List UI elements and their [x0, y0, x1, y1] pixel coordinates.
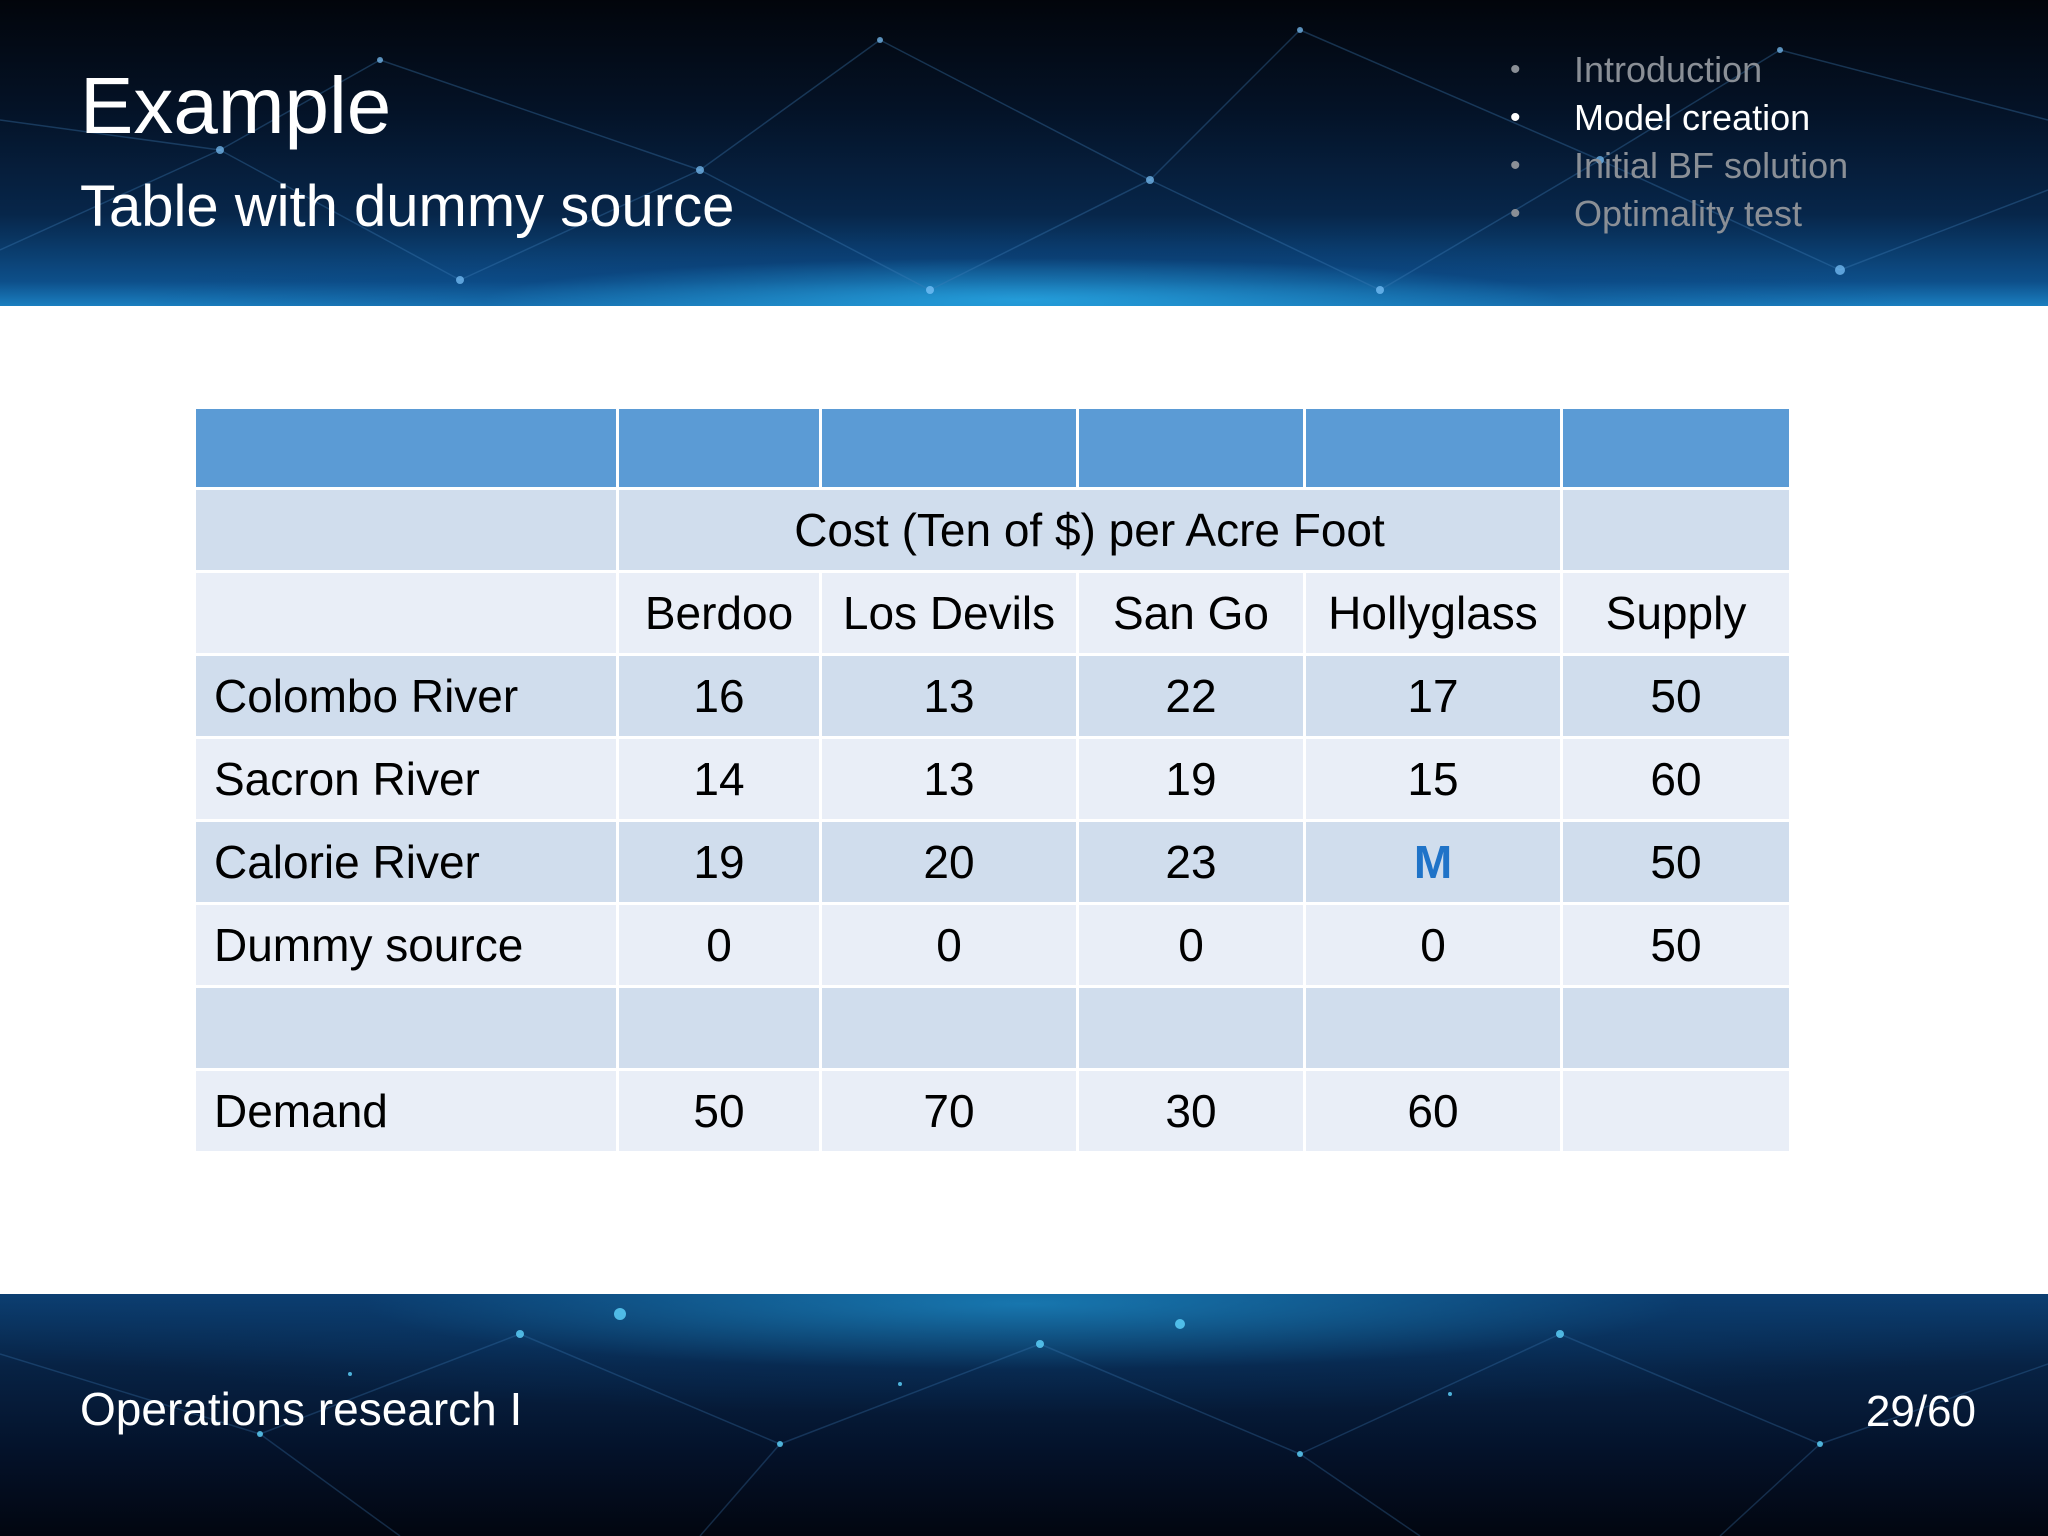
table-cell: 70 — [822, 1071, 1076, 1151]
table-header-row — [196, 409, 1789, 487]
slide-title: Example — [80, 61, 392, 150]
table-row: Dummy source 0 0 0 0 50 — [196, 905, 1789, 985]
column-header-hollyglass: Hollyglass — [1306, 573, 1560, 653]
table-cell — [196, 573, 616, 653]
table-cell — [1306, 409, 1560, 487]
table-cell: 50 — [1563, 656, 1789, 736]
table-cell: 14 — [619, 739, 819, 819]
nav-item-introduction[interactable]: • Introduction — [1510, 46, 1848, 94]
table-cell — [196, 409, 616, 487]
row-label: Calorie River — [196, 822, 616, 902]
table-cell: 0 — [822, 905, 1076, 985]
table-spacer-row — [196, 988, 1789, 1068]
table-cell: 15 — [1306, 739, 1560, 819]
section-nav: • Introduction • Model creation • Initia… — [1510, 46, 1848, 238]
table-cell — [822, 409, 1076, 487]
table-cell — [619, 988, 819, 1068]
column-header-supply: Supply — [1563, 573, 1789, 653]
table-cell — [619, 409, 819, 487]
table-cell: 16 — [619, 656, 819, 736]
table-cell: 13 — [822, 656, 1076, 736]
big-m-cell: M — [1306, 822, 1560, 902]
table-cell — [196, 988, 616, 1068]
table-cell: 60 — [1563, 739, 1789, 819]
table-cell: 22 — [1079, 656, 1303, 736]
table-cell: 50 — [619, 1071, 819, 1151]
table-cell: 0 — [1079, 905, 1303, 985]
row-label: Dummy source — [196, 905, 616, 985]
header-banner: Example Table with dummy source • Introd… — [0, 0, 2048, 306]
table-cell: 30 — [1079, 1071, 1303, 1151]
nav-item-label: Model creation — [1574, 97, 1811, 138]
table-cell: 20 — [822, 822, 1076, 902]
network-background-graphic — [0, 27, 2048, 294]
bullet-icon: • — [1510, 101, 1521, 134]
table-cell — [1306, 988, 1560, 1068]
table-cell — [196, 490, 616, 570]
table-row: Sacron River 14 13 19 15 60 — [196, 739, 1789, 819]
bullet-icon: • — [1510, 197, 1521, 230]
course-name: Operations research I — [80, 1383, 523, 1435]
table-cell: 23 — [1079, 822, 1303, 902]
table-cell — [1079, 409, 1303, 487]
bullet-icon: • — [1510, 53, 1521, 86]
column-header-san-go: San Go — [1079, 573, 1303, 653]
cost-table: Cost (Ten of $) per Acre Foot Berdoo Los… — [193, 406, 1792, 1154]
table-row: Colombo River 16 13 22 17 50 — [196, 656, 1789, 736]
table-cell: 0 — [1306, 905, 1560, 985]
table-cell — [1563, 988, 1789, 1068]
row-label: Sacron River — [196, 739, 616, 819]
table-cell: 19 — [619, 822, 819, 902]
table-cell: 50 — [1563, 822, 1789, 902]
table-group-header-row: Cost (Ten of $) per Acre Foot — [196, 490, 1789, 570]
slide-subtitle: Table with dummy source — [80, 174, 735, 239]
table-cell: 13 — [822, 739, 1076, 819]
nav-item-label: Introduction — [1574, 49, 1763, 90]
nav-item-optimality-test[interactable]: • Optimality test — [1510, 190, 1848, 238]
table-column-header-row: Berdoo Los Devils San Go Hollyglass Supp… — [196, 573, 1789, 653]
row-label: Colombo River — [196, 656, 616, 736]
column-header-berdoo: Berdoo — [619, 573, 819, 653]
table-row: Calorie River 19 20 23 M 50 — [196, 822, 1789, 902]
table-cell: 60 — [1306, 1071, 1560, 1151]
table-cell: 17 — [1306, 656, 1560, 736]
nav-item-label: Initial BF solution — [1574, 145, 1849, 186]
table-cell — [1563, 1071, 1789, 1151]
city-lights-background-graphic — [0, 1308, 2048, 1536]
table-cell — [1563, 409, 1789, 487]
row-label: Demand — [196, 1071, 616, 1151]
nav-item-label: Optimality test — [1574, 193, 1803, 234]
bullet-icon: • — [1510, 149, 1521, 182]
column-header-los-devils: Los Devils — [822, 573, 1076, 653]
nav-item-model-creation[interactable]: • Model creation — [1510, 94, 1848, 142]
table-cell — [822, 988, 1076, 1068]
page-number: 29/60 — [1865, 1387, 1976, 1436]
table-cell: 50 — [1563, 905, 1789, 985]
table-cell — [1079, 988, 1303, 1068]
table-cell — [1563, 490, 1789, 570]
table-cell: 0 — [619, 905, 819, 985]
footer-banner: Operations research I 29/60 — [0, 1294, 2048, 1536]
cost-group-header: Cost (Ten of $) per Acre Foot — [619, 490, 1560, 570]
table-cell: 19 — [1079, 739, 1303, 819]
nav-item-initial-bf-solution[interactable]: • Initial BF solution — [1510, 142, 1848, 190]
table-demand-row: Demand 50 70 30 60 — [196, 1071, 1789, 1151]
